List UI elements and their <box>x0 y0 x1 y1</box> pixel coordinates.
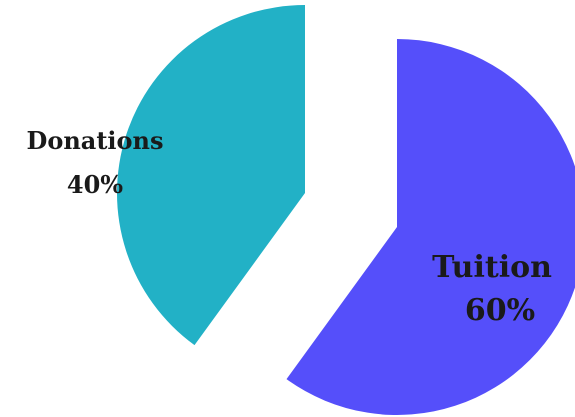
pie-slice-donations <box>116 4 305 346</box>
pie-slice-label-tuition: Tuition <box>432 250 552 285</box>
pie-slice-value-donations: 40% <box>67 170 123 199</box>
pie-slice-label-donations: Donations <box>27 126 164 155</box>
pie-slices <box>116 4 575 415</box>
pie-slice-value-tuition: 60% <box>465 293 535 328</box>
pie-labels: Tuition 60% Donations 40% <box>27 126 553 328</box>
pie-slice-tuition <box>286 39 575 415</box>
